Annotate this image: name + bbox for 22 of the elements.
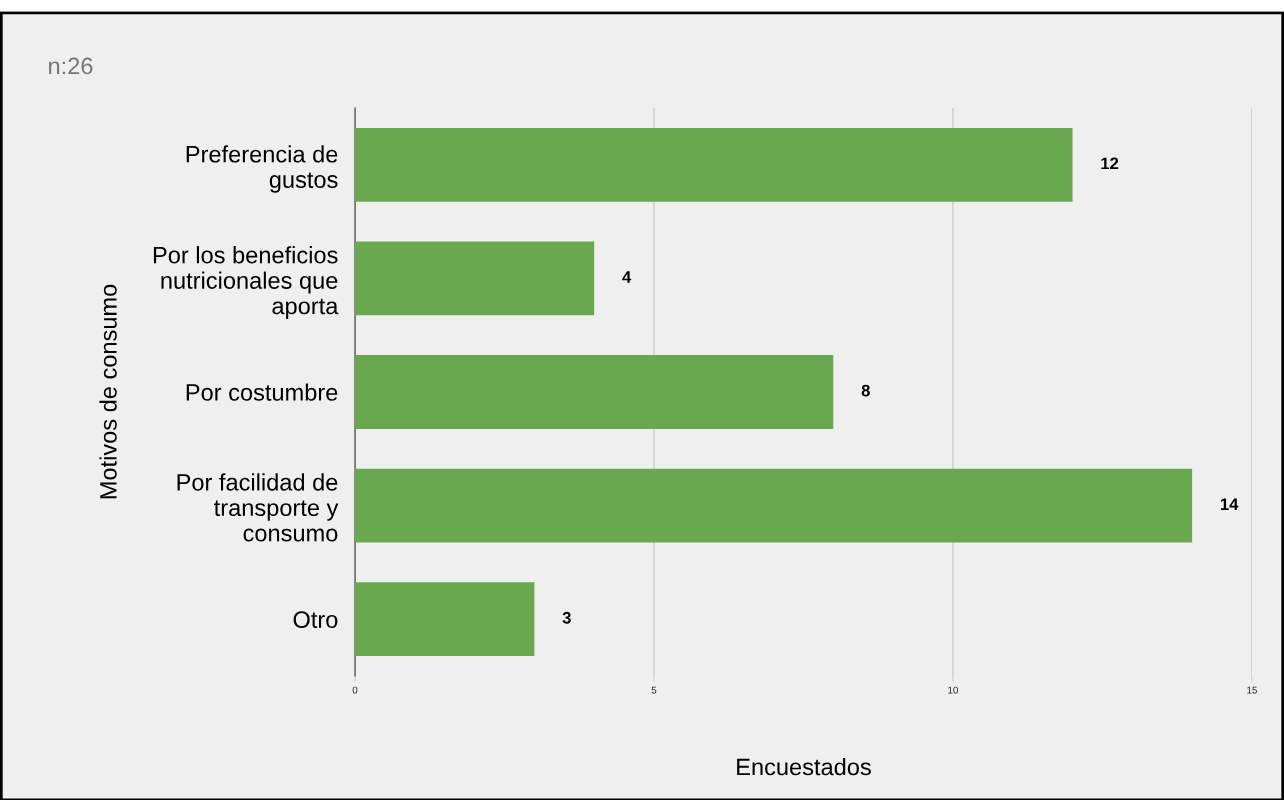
bar: [355, 241, 595, 316]
x-tick-label: 0: [352, 686, 358, 694]
y-tick-label: Preferencia de gustos: [186, 145, 338, 193]
bar: [355, 468, 1193, 543]
y-axis-title: Motivos de consumo: [99, 284, 117, 499]
bar: [355, 355, 834, 429]
data-label: 3: [562, 611, 571, 624]
x-tick-label: 15: [1247, 686, 1257, 694]
data-label: 12: [1101, 157, 1119, 170]
y-tick-label: Por costumbre: [186, 383, 338, 401]
x-tick-label: 5: [651, 686, 657, 694]
bar: [355, 127, 1073, 202]
y-tick-label: Otro: [293, 611, 338, 628]
x-axis-title: Encuestados: [737, 757, 871, 776]
y-tick-label: Por los beneficios nutricionales que aporta: [153, 246, 339, 319]
x-tick-label: 10: [948, 686, 958, 694]
y-tick-label: Por facilidad de transporte y consumo: [177, 473, 339, 542]
bar: [355, 582, 535, 657]
data-label: 4: [622, 271, 632, 283]
text: n:26: [49, 57, 93, 75]
data-label: 14: [1220, 498, 1239, 510]
data-label: 8: [861, 384, 870, 397]
